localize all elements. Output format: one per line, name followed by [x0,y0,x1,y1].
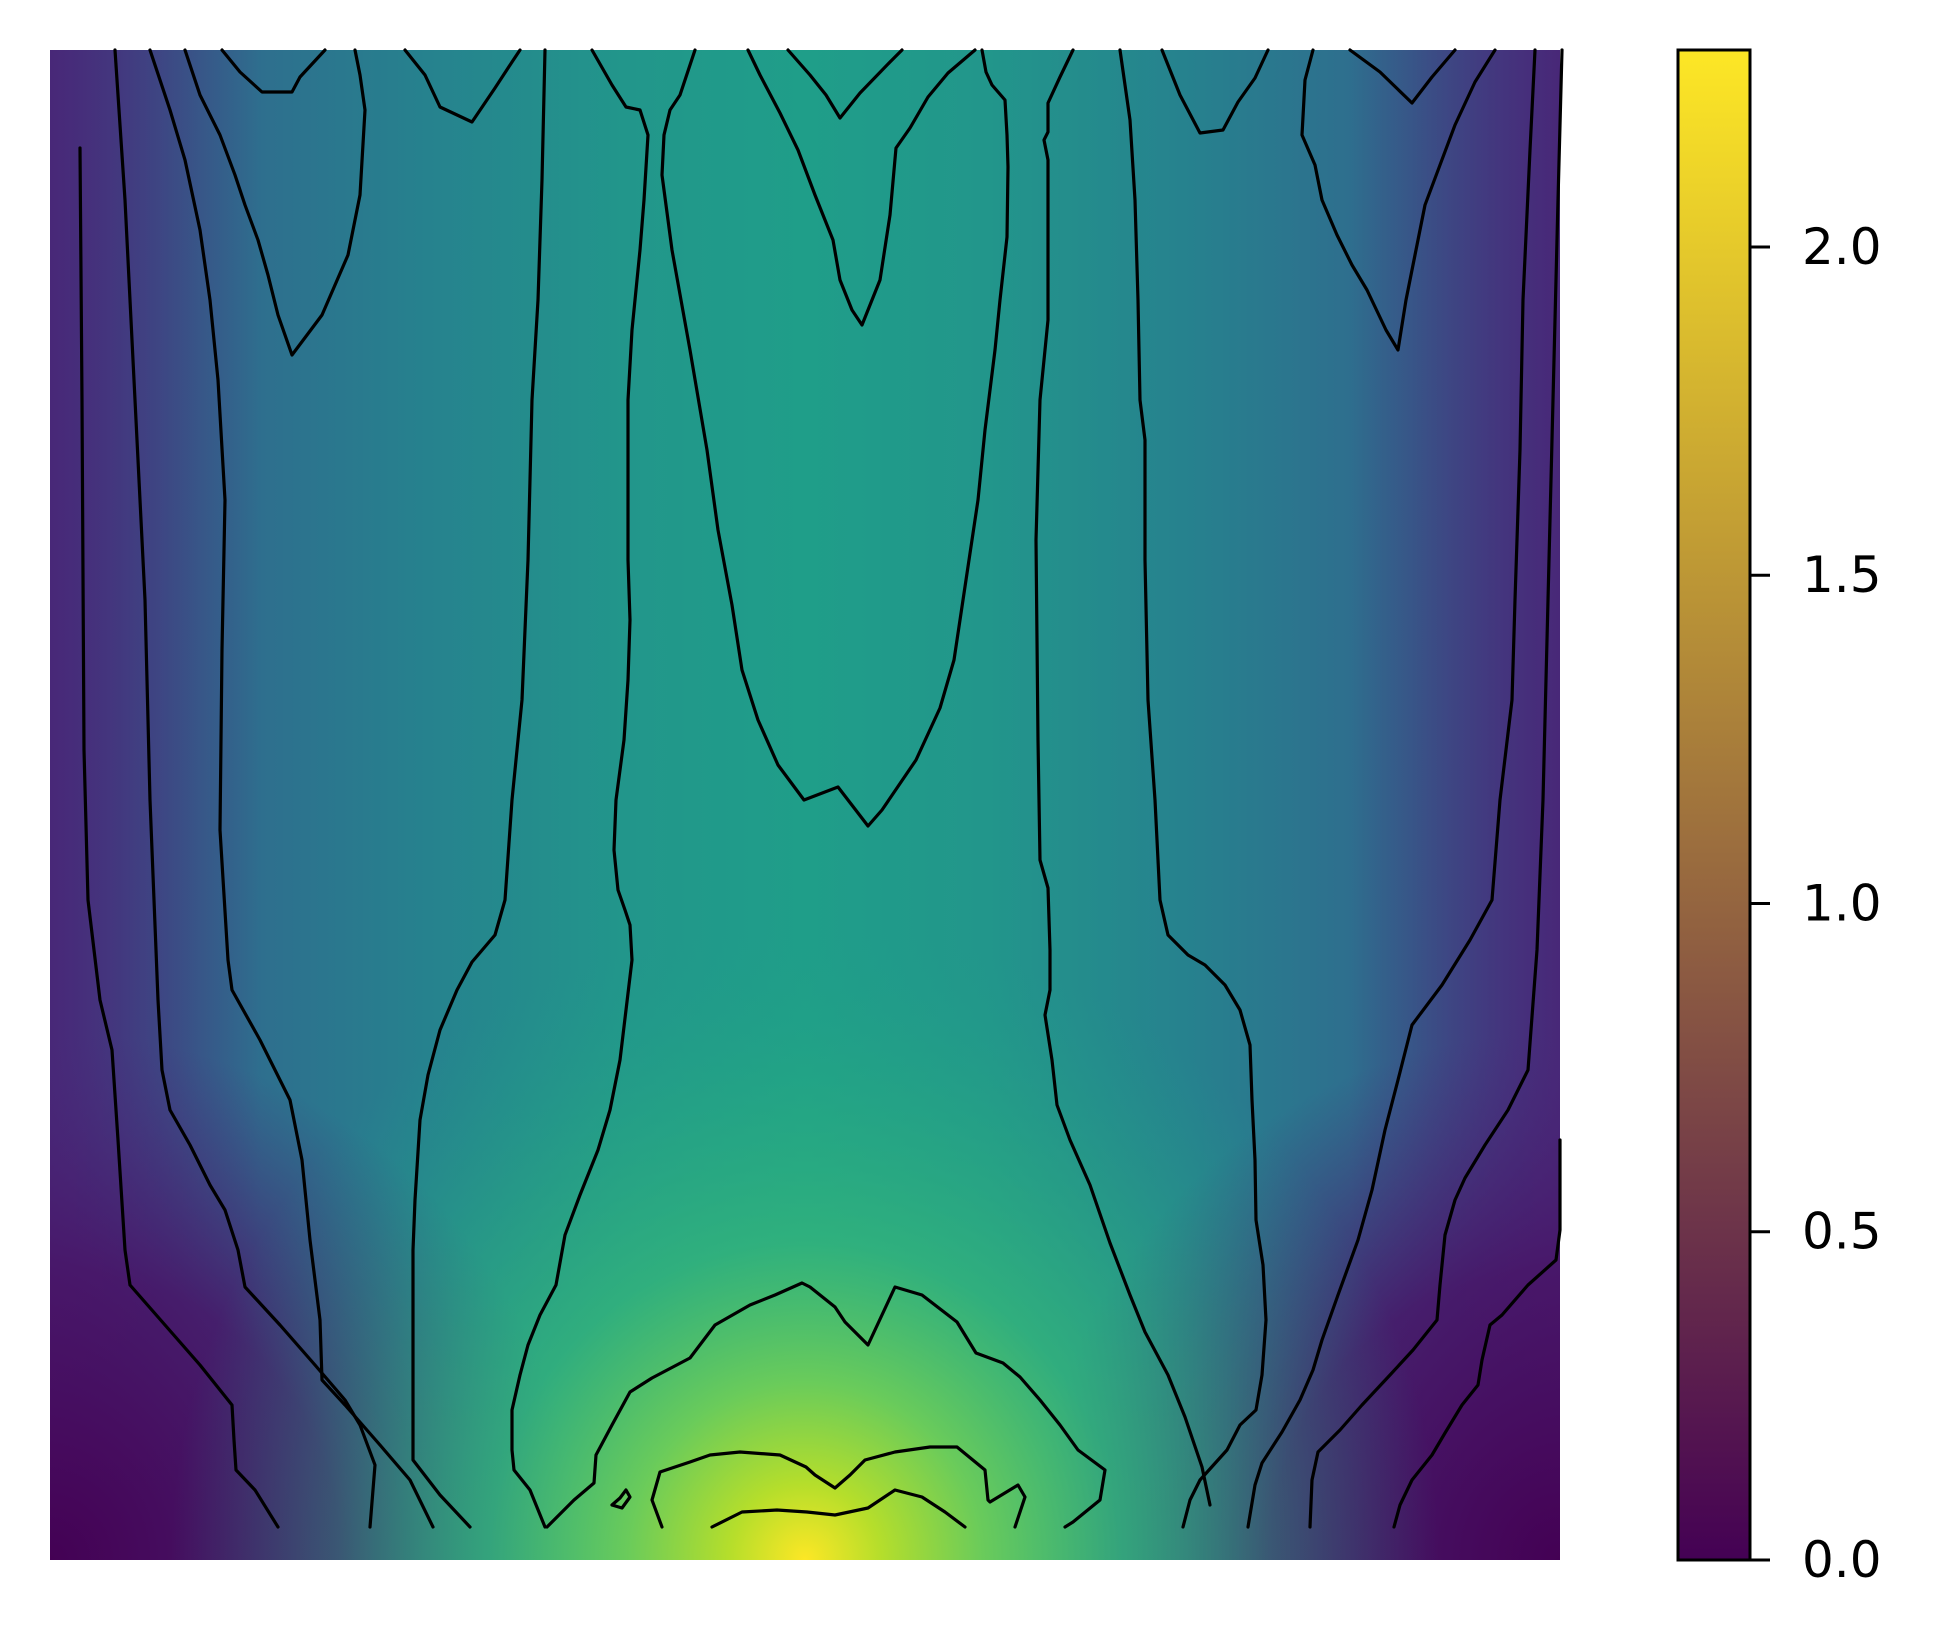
contour-line [411,48,547,1529]
contour-line [610,1488,632,1510]
colorbar-tick-label: 0.5 [1802,1203,1882,1261]
contour-line [148,48,435,1529]
contour-line [1034,48,1212,1507]
contour-line [710,1488,967,1529]
contour-line [746,48,977,327]
contour-line [183,48,367,357]
contour-line [1118,48,1268,1529]
heatmap-hotspot [50,50,1560,1560]
colorbar: 0.0 0.5 1.0 1.5 2.0 [1676,48,1882,1589]
contour-line [403,48,522,124]
colorbar-tick-label: 1.0 [1802,874,1882,932]
colorbar-tick-label: 2.0 [1802,218,1882,276]
colorbar-tick-label: 0.0 [1802,1531,1882,1589]
contour-line [786,48,904,120]
contour-line [650,1445,1027,1529]
contour-line [1392,1138,1562,1529]
contour-line [510,48,650,1529]
contour-line [220,48,327,94]
contour-line [1348,48,1457,105]
contour-lines [78,48,1564,1529]
colorbar-gradient [1676,48,1752,1562]
colorbar-ticks: 0.0 0.5 1.0 1.5 2.0 [1750,218,1882,1589]
contour-line [1246,48,1537,1529]
contour-line [113,48,377,1529]
colorbar-tick-label: 1.5 [1802,546,1882,604]
contour-line [1300,48,1497,352]
contour-line [1160,48,1270,135]
contour-line [545,1281,1107,1529]
contour-line [78,146,280,1529]
heatmap-field [50,50,1560,1560]
contour-line [1308,48,1564,1529]
contour-line [660,48,1010,828]
